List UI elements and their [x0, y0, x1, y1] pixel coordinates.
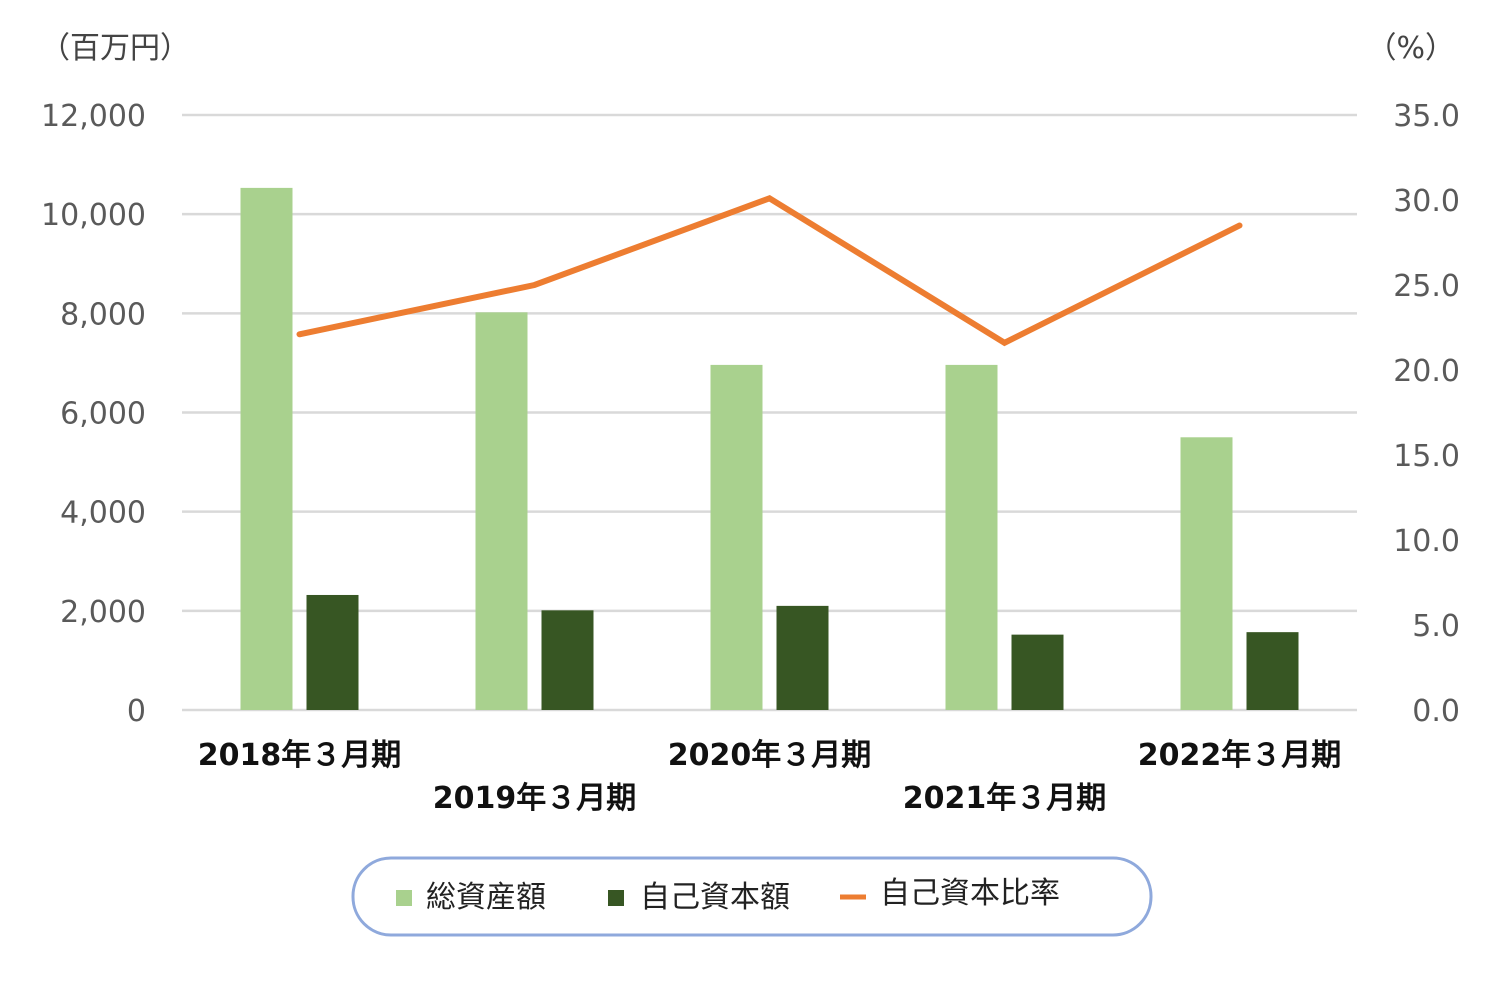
legend: 総資産額 自己資本額 自己資本比率: [351, 856, 1153, 937]
legend-swatch-total-assets: [396, 890, 412, 906]
left-tick-label: 10,000: [41, 198, 146, 233]
right-tick-label: 5.0: [1412, 609, 1460, 644]
x-axis-labels: 2018年３月期 2019年３月期 2020年３月期 2021年３月期 2022年３月期: [198, 738, 1342, 816]
bar-total-assets: [945, 364, 998, 710]
x-tick-label: 2022年３月期: [1138, 738, 1342, 773]
left-axis-unit: （百万円）: [40, 31, 190, 66]
left-tick-label: 4,000: [60, 496, 146, 531]
x-tick-label: 2021年３月期: [903, 781, 1107, 816]
right-tick-label: 15.0: [1393, 439, 1460, 474]
bars: [240, 187, 1299, 710]
equity-ratio-line: [296, 194, 1243, 347]
left-tick-label: 0: [127, 694, 146, 729]
right-tick-label: 10.0: [1393, 524, 1460, 559]
right-tick-label: 30.0: [1393, 184, 1460, 219]
bar-equity: [541, 610, 594, 710]
bar-total-assets: [1180, 437, 1233, 710]
left-tick-label: 2,000: [60, 595, 146, 630]
x-tick-label: 2020年３月期: [668, 738, 872, 773]
bar-equity: [1246, 632, 1299, 710]
left-tick-label: 8,000: [60, 297, 146, 332]
right-axis-ticks: 0.0 5.0 10.0 15.0 20.0 25.0 30.0 35.0: [1393, 99, 1460, 729]
bar-total-assets: [240, 187, 293, 710]
left-tick-label: 12,000: [41, 99, 146, 134]
right-tick-label: 20.0: [1393, 354, 1460, 389]
legend-label-equity: 自己資本額: [640, 880, 790, 915]
right-tick-label: 0.0: [1412, 694, 1460, 729]
x-tick-label: 2019年３月期: [433, 781, 637, 816]
legend-label-equity-ratio: 自己資本比率: [880, 876, 1060, 911]
bar-equity: [776, 605, 829, 710]
ratio-line-group: [296, 194, 1243, 347]
bar-equity: [1011, 634, 1064, 710]
bar-equity: [306, 594, 359, 710]
left-axis-ticks: 0 2,000 4,000 6,000 8,000 10,000 12,000: [41, 99, 146, 729]
right-tick-label: 25.0: [1393, 269, 1460, 304]
bar-total-assets: [475, 312, 528, 710]
right-tick-label: 35.0: [1393, 99, 1460, 134]
legend-label-total-assets: 総資産額: [426, 880, 546, 915]
legend-border: [351, 856, 1153, 937]
gridlines: [182, 113, 1357, 712]
x-tick-label: 2018年３月期: [198, 738, 402, 773]
left-tick-label: 6,000: [60, 397, 146, 432]
right-axis-unit: （%）: [1366, 31, 1455, 66]
legend-swatch-equity: [608, 890, 624, 906]
bar-total-assets: [710, 364, 763, 710]
